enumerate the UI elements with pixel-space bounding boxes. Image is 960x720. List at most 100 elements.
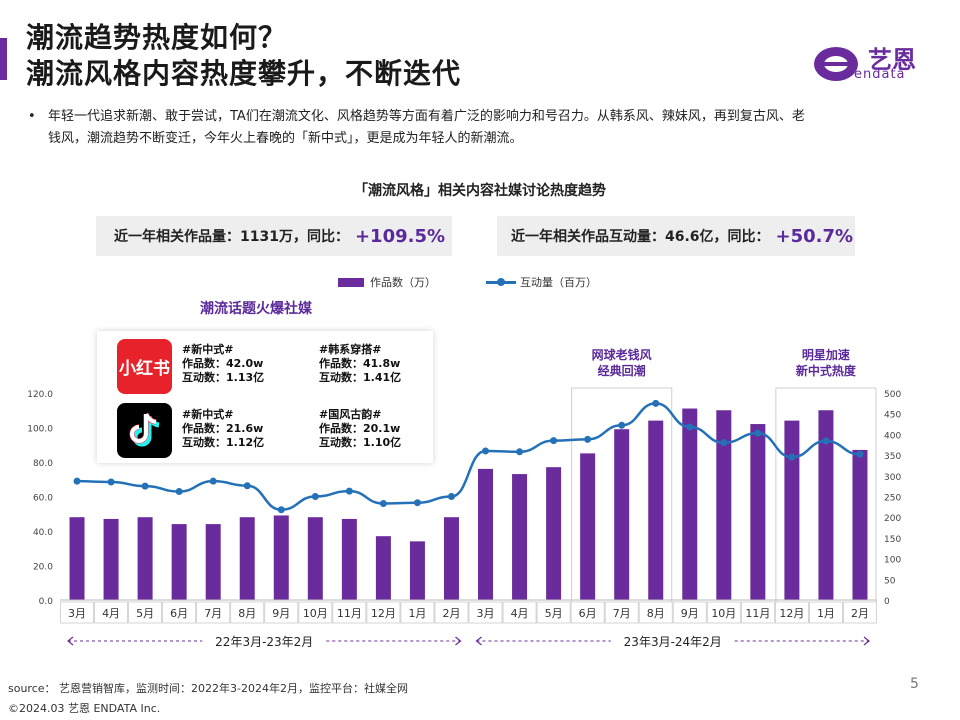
bullet-mark: • bbox=[28, 109, 36, 124]
xhs-topic-2: #韩系穿搭# 作品数：41.8w 互动数：1.41亿 bbox=[319, 343, 402, 384]
line-point-0 bbox=[73, 477, 81, 485]
category-cell-7 bbox=[298, 601, 333, 624]
annotation-label-1-line1: 明星加速 bbox=[802, 347, 850, 362]
category-cell-1 bbox=[94, 601, 128, 624]
line-point-10 bbox=[413, 499, 421, 507]
category-cell-0 bbox=[60, 601, 94, 624]
line-point-4 bbox=[209, 477, 217, 485]
title-accent-bar bbox=[0, 38, 7, 80]
right-tick-7: 350 bbox=[884, 452, 901, 462]
hot-topics-title: 潮流话题火爆社媒 bbox=[200, 301, 312, 317]
category-label-7: 10月 bbox=[303, 607, 328, 620]
legend-bar-label: 作品数（万） bbox=[370, 276, 436, 289]
bar-1月-10 bbox=[409, 541, 425, 600]
bar-3月-0 bbox=[69, 517, 85, 600]
category-label-14: 5月 bbox=[545, 607, 563, 620]
line-point-9 bbox=[379, 500, 387, 508]
legend-line-label: 互动量（百万） bbox=[520, 276, 597, 289]
bar-8月-17 bbox=[648, 420, 664, 600]
bar-7月-4 bbox=[205, 524, 221, 600]
line-point-18 bbox=[686, 423, 694, 431]
category-cell-5 bbox=[230, 601, 265, 624]
category-label-19: 10月 bbox=[711, 607, 736, 620]
line-point-5 bbox=[243, 482, 251, 490]
interaction-stat-label: 近一年相关作品互动量：46.6亿，同比： bbox=[511, 229, 770, 245]
line-point-20 bbox=[754, 429, 762, 437]
category-cell-14 bbox=[536, 601, 571, 624]
bar-5月-2 bbox=[137, 517, 153, 600]
category-label-5: 8月 bbox=[238, 607, 256, 620]
left-tick-5: 100.0 bbox=[27, 425, 53, 435]
bar-12月-21 bbox=[784, 420, 800, 600]
category-label-4: 7月 bbox=[204, 607, 222, 620]
period-arrow-left-0 bbox=[67, 636, 74, 646]
right-tick-9: 450 bbox=[884, 411, 901, 421]
line-point-2 bbox=[141, 482, 149, 490]
category-cell-18 bbox=[672, 601, 707, 624]
period-label-1: 23年3月-24年2月 bbox=[624, 635, 722, 649]
category-label-1: 4月 bbox=[102, 607, 120, 620]
category-cell-17 bbox=[638, 601, 673, 624]
interaction-stat-value: +50.7% bbox=[775, 225, 854, 247]
right-tick-4: 200 bbox=[884, 514, 901, 524]
line-point-17 bbox=[652, 399, 660, 407]
right-tick-8: 400 bbox=[884, 431, 901, 441]
bar-3月-12 bbox=[478, 468, 494, 600]
right-tick-3: 150 bbox=[884, 535, 901, 545]
category-cell-22 bbox=[809, 601, 843, 624]
line-point-12 bbox=[482, 447, 490, 455]
right-tick-6: 300 bbox=[884, 473, 901, 483]
logo-cn-text: 艺恩 bbox=[868, 46, 916, 74]
category-cell-13 bbox=[502, 601, 537, 624]
annotation-label-0-line1: 网球老钱风 bbox=[592, 347, 652, 362]
bar-8月-5 bbox=[239, 517, 255, 600]
line-point-21 bbox=[788, 453, 796, 461]
category-label-13: 4月 bbox=[511, 607, 529, 620]
category-label-6: 9月 bbox=[272, 607, 290, 620]
category-label-11: 2月 bbox=[442, 607, 460, 620]
line-point-7 bbox=[311, 493, 319, 500]
category-label-23: 2月 bbox=[851, 607, 869, 620]
legend-line: 互动量（百万） bbox=[486, 274, 597, 290]
legend-bar: 作品数（万） bbox=[338, 274, 436, 290]
annotation-label-0-line2: 经典回潮 bbox=[598, 363, 646, 378]
category-cell-9 bbox=[366, 601, 401, 624]
bar-2月-23 bbox=[852, 449, 868, 600]
category-label-10: 1月 bbox=[408, 607, 426, 620]
footer-copyright: ©2024.03 艺恩 ENDATA Inc. bbox=[8, 702, 161, 715]
left-tick-1: 20.0 bbox=[33, 563, 53, 573]
bar-5月-14 bbox=[546, 467, 562, 600]
bar-4月-1 bbox=[103, 518, 119, 600]
category-label-9: 12月 bbox=[371, 607, 396, 620]
category-label-8: 11月 bbox=[337, 607, 362, 620]
category-label-20: 11月 bbox=[745, 607, 770, 620]
douyin-icon bbox=[117, 403, 172, 458]
right-tick-10: 500 bbox=[884, 390, 901, 400]
line-point-6 bbox=[277, 506, 285, 514]
category-cell-8 bbox=[332, 601, 367, 624]
category-cell-16 bbox=[604, 601, 639, 624]
bar-10月-19 bbox=[716, 410, 732, 600]
period-arrow-left-1 bbox=[475, 636, 482, 646]
legend-bar-swatch bbox=[338, 277, 364, 287]
category-cell-12 bbox=[468, 601, 503, 624]
line-point-13 bbox=[516, 448, 524, 456]
endata-logo bbox=[814, 47, 858, 81]
chart-title: 「潮流风格」相关内容社媒讨论热度趋势 bbox=[354, 183, 606, 199]
line-point-14 bbox=[550, 437, 558, 445]
title-line-2: 潮流风格内容热度攀升，不断迭代 bbox=[26, 57, 462, 90]
category-label-22: 1月 bbox=[817, 607, 835, 620]
category-label-3: 6月 bbox=[170, 607, 188, 620]
works-stat-value: +109.5% bbox=[354, 225, 446, 247]
bar-6月-3 bbox=[171, 524, 187, 600]
legend-line-swatch bbox=[486, 277, 516, 287]
bar-7月-16 bbox=[614, 429, 630, 600]
left-tick-3: 60.0 bbox=[33, 494, 53, 504]
footer-source: source： 艺恩营销智库，监测时间：2022年3-2024年2月，监控平台：… bbox=[8, 682, 408, 695]
category-cell-23 bbox=[843, 601, 877, 624]
category-cell-3 bbox=[162, 601, 197, 624]
period-arrow-right-1 bbox=[863, 636, 870, 646]
category-label-16: 7月 bbox=[613, 607, 631, 620]
line-point-22 bbox=[822, 437, 830, 445]
title-line-1: 潮流趋势热度如何？ bbox=[26, 21, 288, 54]
